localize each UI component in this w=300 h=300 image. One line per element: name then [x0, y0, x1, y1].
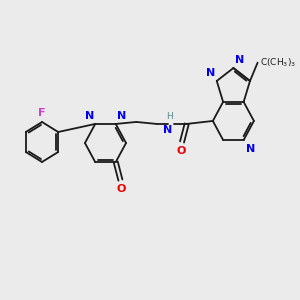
- Text: C(CH$_3$)$_3$: C(CH$_3$)$_3$: [260, 56, 297, 69]
- Text: O: O: [176, 146, 186, 156]
- Text: F: F: [38, 108, 46, 118]
- Text: N: N: [206, 68, 215, 78]
- Text: N: N: [235, 55, 244, 65]
- Text: N: N: [117, 111, 126, 121]
- Text: O: O: [117, 184, 126, 194]
- Text: N: N: [164, 125, 173, 135]
- Text: N: N: [245, 144, 255, 154]
- Text: H: H: [167, 112, 173, 121]
- Text: N: N: [85, 111, 94, 121]
